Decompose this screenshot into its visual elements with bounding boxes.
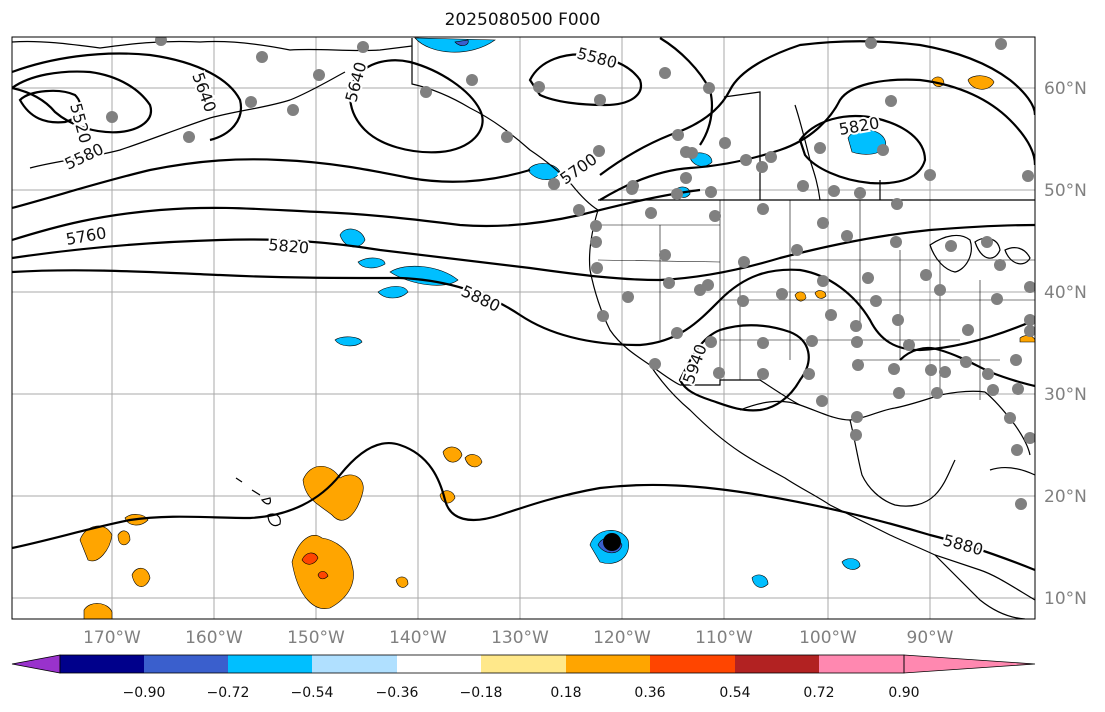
colorbar-tick-label: 0.36	[634, 685, 665, 701]
colorbar-tick-label: −0.72	[207, 685, 250, 701]
contour-label-5700: 5700	[556, 149, 600, 188]
colorbar-tick-label: −0.18	[460, 685, 503, 701]
lat-label: 60°N	[1044, 79, 1087, 99]
lon-label: 90°W	[907, 628, 954, 648]
colorbar-segment	[397, 655, 481, 673]
contour-label-5880-east: 5880	[941, 531, 985, 560]
colorbar-segment	[819, 655, 904, 673]
latitude-labels: 60°N 50°N 40°N 30°N 20°N 10°N	[1044, 79, 1087, 609]
lon-label: 100°W	[799, 628, 857, 648]
contour-label-5640-east: 5640	[342, 60, 371, 104]
colorbar-segment	[481, 655, 566, 673]
colorbar: −0.90 −0.72 −0.54 −0.36 −0.18 0.18 0.36 …	[11, 654, 1036, 701]
contour-label-5580-west: 5580	[62, 139, 107, 173]
lon-label: 170°W	[83, 628, 141, 648]
lat-label: 30°N	[1044, 385, 1087, 405]
colorbar-segment	[650, 655, 735, 673]
storm-center-marker	[603, 533, 621, 551]
colorbar-tick-label: −0.90	[123, 685, 166, 701]
lat-label: 10°N	[1044, 589, 1087, 609]
lon-label: 130°W	[491, 628, 549, 648]
colorbar-segment	[735, 655, 819, 673]
longitude-labels: 170°W 160°W 150°W 140°W 130°W 120°W 110°…	[83, 628, 954, 648]
colorbar-tick-label: 0.18	[550, 685, 581, 701]
map-frame	[11, 36, 1036, 620]
colorbar-segment	[144, 655, 228, 673]
contour-label-5580-east: 5580	[575, 44, 619, 73]
height-contours	[12, 37, 1035, 572]
colorbar-segment	[312, 655, 397, 673]
positive-anomaly-regions	[79, 75, 1035, 619]
colorbar-tick-label: 0.54	[719, 685, 750, 701]
state-borders	[597, 200, 1035, 400]
map-title: 2025080500 F000	[444, 10, 601, 30]
colorbar-tick-label: −0.36	[376, 685, 419, 701]
contour-label-5880-west: 5880	[458, 281, 503, 315]
colorbar-outline	[59, 654, 905, 674]
colorbar-extend-min	[11, 654, 61, 674]
contour-label-5820-west: 5820	[268, 235, 310, 257]
colorbar-tick-label: −0.54	[291, 685, 334, 701]
lon-label: 140°W	[389, 628, 447, 648]
station-markers	[106, 37, 1035, 510]
colorbar-extend-max	[903, 654, 1036, 674]
coastlines-and-borders	[12, 38, 1035, 619]
contour-label-5940: 5940	[679, 342, 711, 387]
lat-lon-grid	[12, 37, 1035, 619]
contour-label-5760: 5760	[64, 223, 107, 249]
lon-label: 110°W	[695, 628, 753, 648]
colorbar-segment	[566, 655, 650, 673]
lat-label: 50°N	[1044, 181, 1087, 201]
lon-label: 120°W	[593, 628, 651, 648]
map-layers: 5520 5580 5640 5580 5640 5700 5760 5820 …	[12, 37, 1035, 619]
colorbar-tick-labels: −0.90 −0.72 −0.54 −0.36 −0.18 0.18 0.36 …	[123, 685, 920, 701]
lat-label: 40°N	[1044, 283, 1087, 303]
colorbar-segment	[60, 655, 144, 673]
colorbar-tick-label: 0.72	[803, 685, 834, 701]
lon-label: 150°W	[287, 628, 345, 648]
colorbar-tick-label: 0.90	[888, 685, 919, 701]
colorbar-segment	[228, 655, 312, 673]
lat-label: 20°N	[1044, 487, 1087, 507]
lon-label: 160°W	[185, 628, 243, 648]
